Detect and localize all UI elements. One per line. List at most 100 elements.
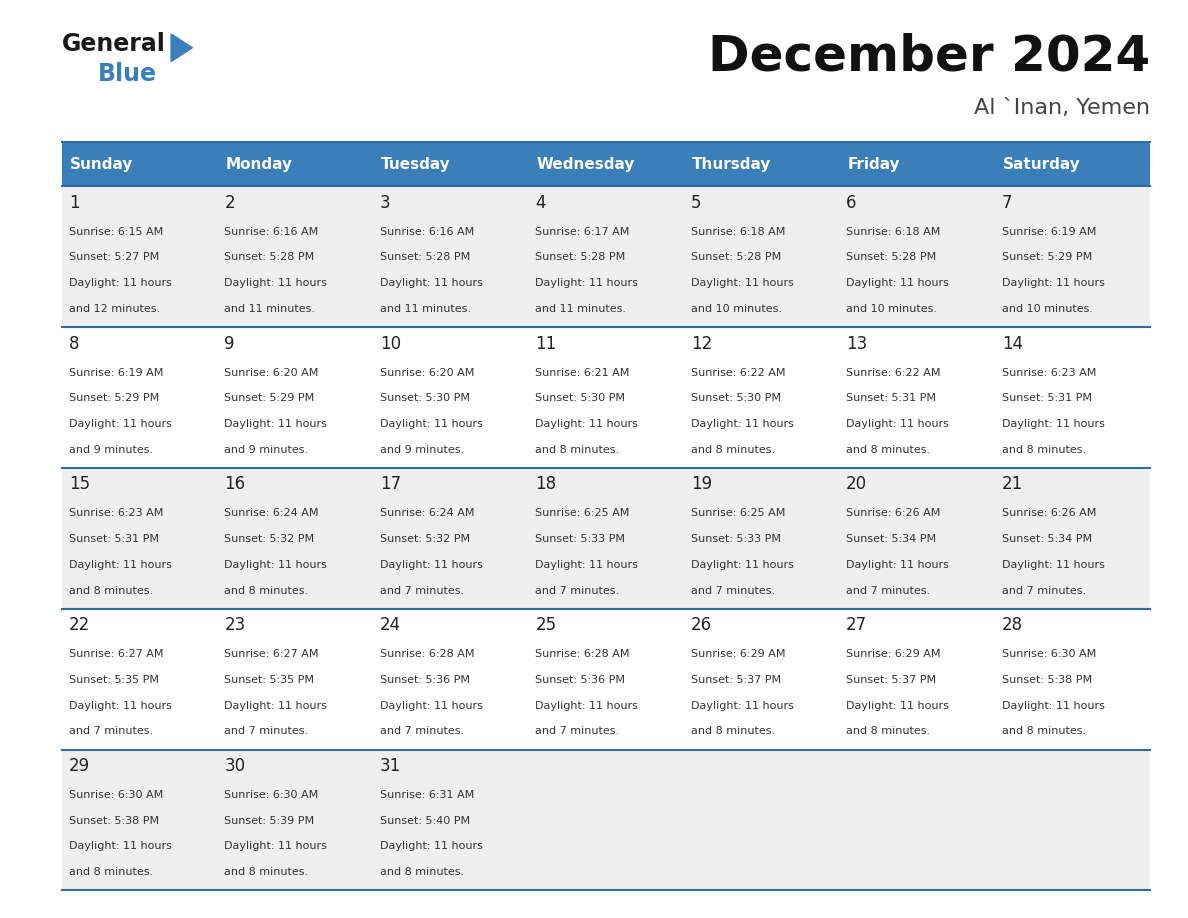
Text: Daylight: 11 hours: Daylight: 11 hours xyxy=(69,842,172,851)
Text: 5: 5 xyxy=(690,194,701,212)
Text: Sunrise: 6:16 AM: Sunrise: 6:16 AM xyxy=(380,227,474,237)
Text: Daylight: 11 hours: Daylight: 11 hours xyxy=(846,700,949,711)
Text: Sunset: 5:32 PM: Sunset: 5:32 PM xyxy=(225,534,315,544)
Bar xyxy=(217,750,373,890)
Text: 31: 31 xyxy=(380,757,402,775)
Bar xyxy=(529,750,683,890)
Bar xyxy=(62,142,217,186)
Text: 3: 3 xyxy=(380,194,391,212)
Text: 6: 6 xyxy=(846,194,857,212)
Text: Sunset: 5:28 PM: Sunset: 5:28 PM xyxy=(690,252,781,263)
Text: Sunrise: 6:15 AM: Sunrise: 6:15 AM xyxy=(69,227,163,237)
Bar xyxy=(373,609,529,750)
Text: December 2024: December 2024 xyxy=(708,32,1150,80)
Text: Sunrise: 6:31 AM: Sunrise: 6:31 AM xyxy=(380,790,474,800)
Text: 7: 7 xyxy=(1001,194,1012,212)
Text: 8: 8 xyxy=(69,334,80,353)
Text: Sunset: 5:37 PM: Sunset: 5:37 PM xyxy=(846,675,936,685)
Text: Daylight: 11 hours: Daylight: 11 hours xyxy=(846,278,949,288)
Text: Sunrise: 6:29 AM: Sunrise: 6:29 AM xyxy=(690,649,785,659)
Text: and 7 minutes.: and 7 minutes. xyxy=(69,726,153,736)
Text: 25: 25 xyxy=(536,616,556,634)
Text: Sunrise: 6:19 AM: Sunrise: 6:19 AM xyxy=(1001,227,1097,237)
Text: Sunset: 5:34 PM: Sunset: 5:34 PM xyxy=(1001,534,1092,544)
Text: Sunset: 5:30 PM: Sunset: 5:30 PM xyxy=(380,393,469,403)
Text: and 8 minutes.: and 8 minutes. xyxy=(536,444,619,454)
Text: Sunrise: 6:28 AM: Sunrise: 6:28 AM xyxy=(380,649,474,659)
Text: and 7 minutes.: and 7 minutes. xyxy=(846,586,930,596)
Text: 11: 11 xyxy=(536,334,556,353)
Text: Saturday: Saturday xyxy=(1003,157,1081,172)
Text: Sunset: 5:29 PM: Sunset: 5:29 PM xyxy=(225,393,315,403)
Text: and 7 minutes.: and 7 minutes. xyxy=(536,726,619,736)
Text: Sunset: 5:27 PM: Sunset: 5:27 PM xyxy=(69,252,159,263)
Text: Daylight: 11 hours: Daylight: 11 hours xyxy=(1001,560,1105,570)
Text: and 7 minutes.: and 7 minutes. xyxy=(380,726,465,736)
Text: Daylight: 11 hours: Daylight: 11 hours xyxy=(225,278,327,288)
Text: 22: 22 xyxy=(69,616,90,634)
Text: 4: 4 xyxy=(536,194,545,212)
Bar xyxy=(839,468,994,609)
Text: Daylight: 11 hours: Daylight: 11 hours xyxy=(1001,700,1105,711)
Bar xyxy=(994,327,1150,468)
Text: Sunset: 5:28 PM: Sunset: 5:28 PM xyxy=(536,252,626,263)
Text: 1: 1 xyxy=(69,194,80,212)
Text: Sunset: 5:39 PM: Sunset: 5:39 PM xyxy=(225,816,315,825)
Text: Daylight: 11 hours: Daylight: 11 hours xyxy=(846,560,949,570)
Text: Daylight: 11 hours: Daylight: 11 hours xyxy=(536,560,638,570)
Text: and 8 minutes.: and 8 minutes. xyxy=(690,726,775,736)
Text: Daylight: 11 hours: Daylight: 11 hours xyxy=(536,419,638,429)
Text: Daylight: 11 hours: Daylight: 11 hours xyxy=(69,560,172,570)
Text: Daylight: 11 hours: Daylight: 11 hours xyxy=(380,419,482,429)
Bar xyxy=(373,327,529,468)
Text: and 11 minutes.: and 11 minutes. xyxy=(225,304,315,314)
Text: Daylight: 11 hours: Daylight: 11 hours xyxy=(690,700,794,711)
Text: Daylight: 11 hours: Daylight: 11 hours xyxy=(225,419,327,429)
Text: Sunrise: 6:23 AM: Sunrise: 6:23 AM xyxy=(1001,367,1097,377)
Bar xyxy=(217,327,373,468)
Text: Sunset: 5:35 PM: Sunset: 5:35 PM xyxy=(225,675,315,685)
Text: Daylight: 11 hours: Daylight: 11 hours xyxy=(380,560,482,570)
Text: Sunday: Sunday xyxy=(70,157,133,172)
Text: Daylight: 11 hours: Daylight: 11 hours xyxy=(69,700,172,711)
Text: Wednesday: Wednesday xyxy=(537,157,634,172)
Bar xyxy=(217,468,373,609)
Text: Blue: Blue xyxy=(97,62,157,85)
Text: Sunrise: 6:30 AM: Sunrise: 6:30 AM xyxy=(1001,649,1095,659)
Text: Sunset: 5:36 PM: Sunset: 5:36 PM xyxy=(536,675,625,685)
Text: Sunrise: 6:17 AM: Sunrise: 6:17 AM xyxy=(536,227,630,237)
Text: Sunset: 5:31 PM: Sunset: 5:31 PM xyxy=(846,393,936,403)
Text: Thursday: Thursday xyxy=(691,157,771,172)
Text: 9: 9 xyxy=(225,334,235,353)
Text: and 7 minutes.: and 7 minutes. xyxy=(536,586,619,596)
Text: 29: 29 xyxy=(69,757,90,775)
Bar xyxy=(529,327,683,468)
Bar xyxy=(62,186,217,327)
Bar xyxy=(529,468,683,609)
Text: and 8 minutes.: and 8 minutes. xyxy=(69,586,153,596)
Text: Sunrise: 6:25 AM: Sunrise: 6:25 AM xyxy=(690,509,785,519)
Bar xyxy=(217,609,373,750)
Bar xyxy=(839,327,994,468)
Text: Sunset: 5:32 PM: Sunset: 5:32 PM xyxy=(380,534,470,544)
Text: Sunrise: 6:27 AM: Sunrise: 6:27 AM xyxy=(225,649,318,659)
Text: 16: 16 xyxy=(225,476,246,493)
Text: and 12 minutes.: and 12 minutes. xyxy=(69,304,160,314)
Text: and 10 minutes.: and 10 minutes. xyxy=(690,304,782,314)
Text: Sunrise: 6:26 AM: Sunrise: 6:26 AM xyxy=(846,509,941,519)
Text: 17: 17 xyxy=(380,476,400,493)
Bar xyxy=(373,468,529,609)
Bar xyxy=(62,609,217,750)
Text: and 8 minutes.: and 8 minutes. xyxy=(1001,444,1086,454)
Text: Sunset: 5:33 PM: Sunset: 5:33 PM xyxy=(690,534,781,544)
Text: and 7 minutes.: and 7 minutes. xyxy=(1001,586,1086,596)
Text: Daylight: 11 hours: Daylight: 11 hours xyxy=(69,278,172,288)
Bar xyxy=(373,750,529,890)
Bar xyxy=(994,468,1150,609)
Text: Daylight: 11 hours: Daylight: 11 hours xyxy=(380,842,482,851)
Bar xyxy=(994,186,1150,327)
Text: and 8 minutes.: and 8 minutes. xyxy=(225,868,309,877)
Text: Daylight: 11 hours: Daylight: 11 hours xyxy=(690,419,794,429)
Text: and 8 minutes.: and 8 minutes. xyxy=(69,868,153,877)
Text: 2: 2 xyxy=(225,194,235,212)
